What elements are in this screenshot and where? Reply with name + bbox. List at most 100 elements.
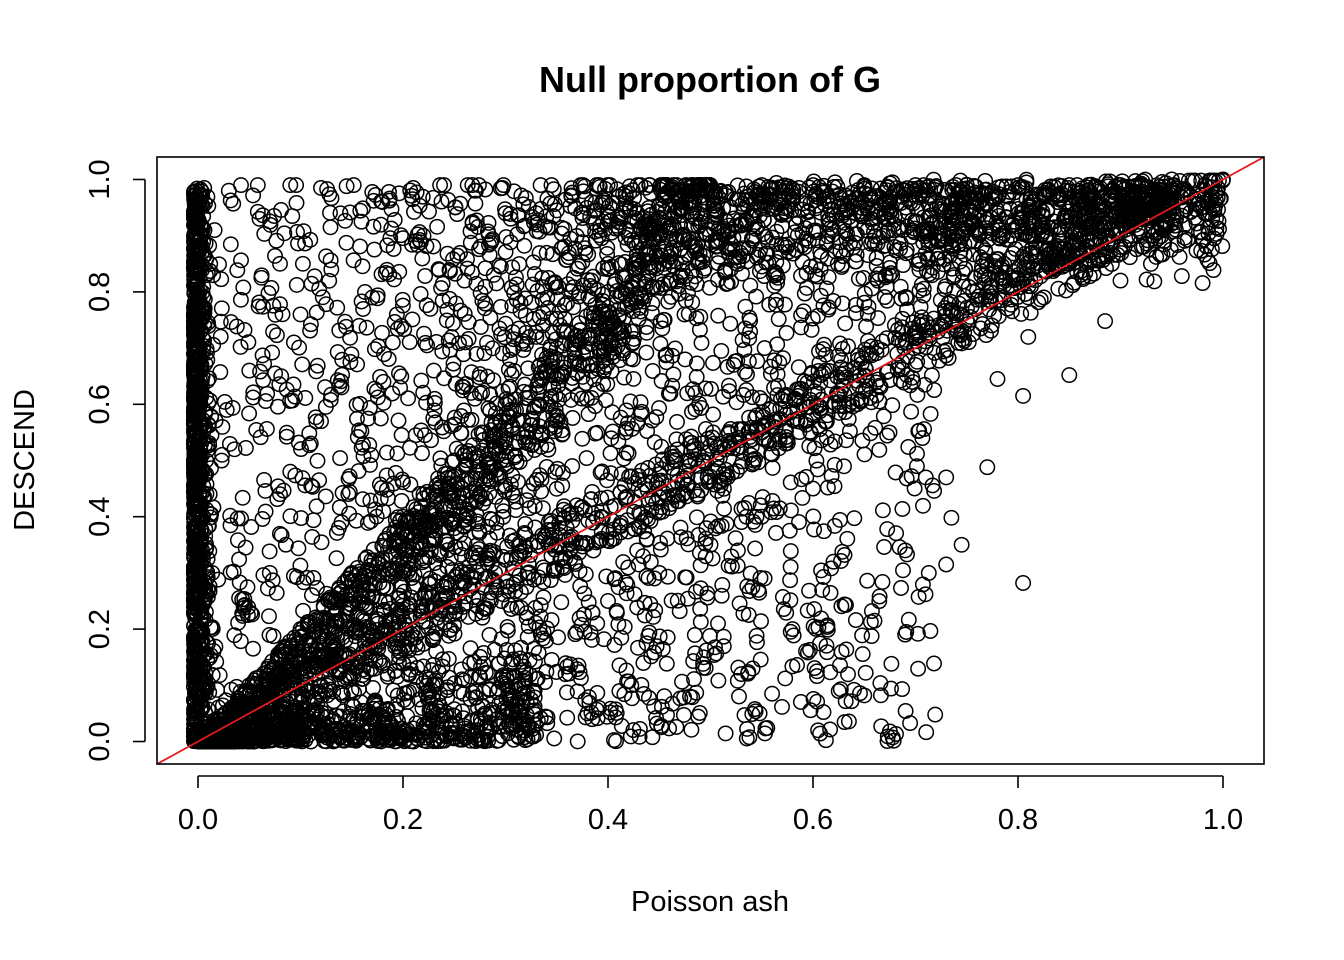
data-point — [1049, 187, 1066, 204]
data-point — [615, 186, 631, 203]
data-point — [199, 265, 216, 282]
data-point — [435, 423, 452, 440]
data-point — [394, 291, 411, 308]
data-point — [668, 253, 685, 270]
data-point — [534, 426, 551, 442]
data-point — [945, 200, 962, 217]
data-point — [886, 208, 903, 225]
data-point — [538, 244, 555, 261]
data-point — [235, 597, 252, 614]
data-point — [440, 332, 457, 349]
data-point — [401, 334, 418, 351]
data-point — [852, 194, 869, 211]
data-point — [599, 319, 616, 336]
data-point — [599, 204, 616, 220]
data-point — [738, 178, 755, 195]
data-point — [186, 354, 203, 371]
data-point — [187, 649, 203, 666]
data-point — [703, 381, 719, 397]
data-point — [338, 178, 355, 195]
data-point — [889, 195, 906, 212]
data-point — [856, 219, 873, 235]
data-point — [453, 408, 470, 425]
data-point — [819, 228, 836, 245]
data-point — [693, 334, 710, 351]
data-point — [343, 596, 360, 613]
data-point — [480, 454, 497, 471]
data-point — [1020, 197, 1037, 214]
data-point — [256, 225, 273, 242]
data-point — [504, 259, 521, 276]
data-point — [739, 253, 756, 270]
data-point — [489, 524, 506, 541]
data-point — [535, 305, 552, 322]
data-point — [1109, 247, 1126, 263]
data-point — [221, 435, 238, 452]
data-point — [918, 222, 935, 239]
data-point — [1054, 233, 1070, 250]
data-point — [405, 507, 422, 524]
data-point — [709, 255, 726, 272]
data-point — [622, 393, 639, 410]
data-point — [752, 200, 769, 217]
data-point — [223, 314, 240, 331]
data-point — [603, 345, 620, 362]
data-point — [467, 480, 483, 497]
data-point — [292, 651, 309, 667]
data-point — [284, 208, 301, 225]
data-point — [953, 203, 970, 220]
data-point — [467, 195, 484, 212]
data-point — [385, 241, 402, 257]
data-point — [189, 381, 206, 398]
data-point — [189, 527, 206, 543]
data-point — [342, 566, 359, 583]
data-point — [240, 334, 257, 351]
data-point — [533, 438, 550, 455]
data-point — [770, 311, 787, 328]
data-point — [199, 582, 216, 599]
data-point — [186, 254, 202, 271]
data-point — [374, 578, 391, 595]
data-point — [317, 398, 334, 415]
data-point — [679, 232, 696, 249]
data-point — [484, 340, 501, 357]
data-point — [540, 300, 557, 316]
data-point — [213, 452, 230, 469]
data-point — [197, 528, 214, 545]
data-point — [255, 298, 271, 315]
data-point — [417, 268, 434, 284]
data-point — [651, 400, 668, 417]
data-point — [390, 412, 407, 429]
data-point — [691, 321, 708, 338]
data-point — [285, 376, 302, 393]
data-point — [520, 569, 536, 586]
data-point — [1066, 235, 1083, 252]
data-point — [632, 303, 649, 320]
data-point — [757, 229, 774, 245]
data-point — [308, 498, 325, 515]
data-point — [748, 288, 765, 305]
data-point — [233, 510, 250, 527]
data-point — [556, 297, 573, 314]
data-point — [785, 188, 802, 205]
data-point — [468, 275, 485, 292]
data-point — [354, 491, 371, 508]
data-point — [252, 429, 269, 446]
data-point — [471, 366, 488, 383]
data-point — [1009, 218, 1026, 235]
data-point — [497, 482, 513, 499]
data-point — [426, 390, 443, 407]
data-point — [940, 295, 957, 312]
data-point — [582, 277, 599, 294]
data-point — [305, 569, 322, 586]
data-point — [354, 200, 371, 217]
data-point — [438, 312, 455, 329]
data-point — [833, 259, 850, 275]
data-point — [348, 396, 365, 413]
data-point — [360, 568, 377, 585]
data-point — [229, 510, 246, 527]
data-point — [575, 177, 592, 194]
data-point — [626, 201, 643, 218]
data-point — [509, 424, 526, 441]
data-point — [749, 218, 766, 235]
